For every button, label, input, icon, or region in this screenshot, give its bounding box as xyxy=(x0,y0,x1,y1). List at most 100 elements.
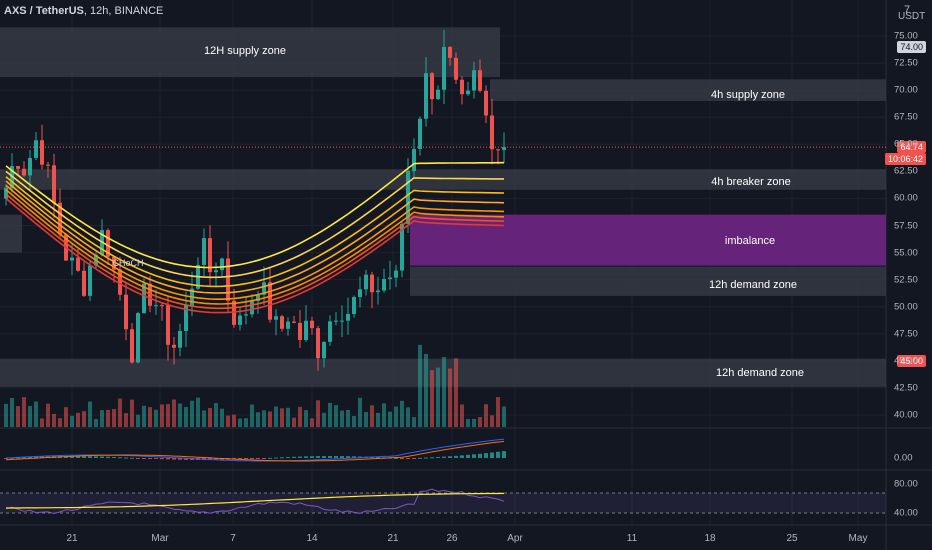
candle-body xyxy=(70,257,74,261)
candle-body xyxy=(322,341,326,359)
candle-body xyxy=(412,148,416,172)
ema-ribbon-line xyxy=(5,176,505,288)
macd-bar xyxy=(250,458,254,459)
candle-body xyxy=(88,265,92,296)
date-tick-label: Mar xyxy=(151,533,169,544)
macd-bar xyxy=(376,457,380,459)
candle-body xyxy=(76,257,80,271)
ema-ribbon-line xyxy=(5,197,505,314)
candle-body xyxy=(124,294,128,330)
date-tick-label: 7 xyxy=(230,533,236,544)
ema-ribbon-line xyxy=(5,184,505,300)
candle-body xyxy=(394,270,398,278)
candle-body xyxy=(364,274,368,290)
volume-bar xyxy=(130,399,134,427)
candle-body xyxy=(454,57,458,80)
candle-body xyxy=(52,165,56,203)
candle-body xyxy=(250,301,254,315)
candle-body xyxy=(184,305,188,331)
volume-bar xyxy=(52,413,56,427)
candle-body xyxy=(328,321,332,342)
zone-label-4h-supply: 4h supply zone xyxy=(711,89,785,101)
zone-supply xyxy=(0,27,500,78)
choch-annotation: CHoCH xyxy=(112,258,144,268)
volume-bar xyxy=(136,414,140,427)
symbol-name: AXS / TetherUS xyxy=(4,5,84,17)
volume-bar xyxy=(442,356,446,427)
macd-line xyxy=(5,438,505,462)
date-tick-label: 18 xyxy=(704,533,716,544)
candle-body xyxy=(376,290,380,293)
volume-bar xyxy=(412,417,416,427)
volume-bar xyxy=(490,415,494,427)
interval-label: 12h xyxy=(90,5,109,17)
macd-bar xyxy=(346,456,350,458)
price-tick-label: 47.50 xyxy=(894,328,918,340)
candle-body xyxy=(484,90,488,116)
macd-bar xyxy=(460,455,464,458)
date-tick-label: 11 xyxy=(626,533,638,544)
volume-bar xyxy=(262,410,266,427)
volume-bar xyxy=(364,411,368,427)
macd-bar xyxy=(238,458,242,460)
volume-bar xyxy=(298,406,302,427)
candle-body xyxy=(46,164,50,166)
volume-bar xyxy=(154,409,158,427)
macd-bar xyxy=(406,458,410,459)
volume-bar xyxy=(220,408,224,427)
volume-bar xyxy=(304,410,308,427)
indicator-tick-label: 40.00 xyxy=(894,507,918,519)
date-tick-label: 14 xyxy=(306,533,318,544)
macd-bar xyxy=(154,458,158,459)
volume-bar xyxy=(436,367,440,427)
macd-bar xyxy=(322,456,326,458)
volume-bar xyxy=(328,402,332,427)
price-tick-label: 40.00 xyxy=(894,409,918,421)
macd-bar xyxy=(22,457,26,459)
macd-bar xyxy=(256,458,260,459)
candle-body xyxy=(490,115,494,150)
macd-bar xyxy=(112,456,116,458)
volume-bar xyxy=(142,405,146,427)
macd-signal-line xyxy=(5,440,505,462)
candle-body xyxy=(244,314,248,316)
macd-bar xyxy=(160,458,164,460)
volume-bar xyxy=(10,397,14,427)
candle-body xyxy=(430,73,434,100)
candle-body xyxy=(400,223,404,271)
last-price-tag: 64.74 xyxy=(897,141,926,153)
candle-body xyxy=(202,238,206,265)
menu-icon[interactable]: 7 xyxy=(904,4,911,16)
macd-bar xyxy=(28,456,32,458)
candle-body xyxy=(286,321,290,329)
macd-bar xyxy=(400,458,404,459)
volume-bar xyxy=(34,401,38,427)
macd-bar xyxy=(208,458,212,460)
zone-supply xyxy=(490,79,886,101)
volume-bar xyxy=(250,404,254,427)
symbol-header[interactable]: AXS / TetherUS, 12h, BINANCE xyxy=(4,5,164,17)
macd-bar xyxy=(130,457,134,459)
volume-bar xyxy=(208,407,212,427)
zone-label-imbalance: imbalance xyxy=(724,235,776,247)
macd-bar xyxy=(328,456,332,458)
ema-ribbon-line xyxy=(5,189,505,305)
macd-bar xyxy=(352,456,356,458)
candle-body xyxy=(238,315,242,325)
level-tag: 45.00 xyxy=(897,355,926,367)
candle-body xyxy=(166,305,170,345)
volume-bar xyxy=(118,398,122,427)
volume-bar xyxy=(274,406,278,427)
zone-left-box xyxy=(0,214,22,253)
macd-bar xyxy=(82,456,86,458)
volume-bar xyxy=(346,409,350,427)
candle-body xyxy=(472,70,476,91)
rsi-band xyxy=(0,493,886,513)
volume-bar xyxy=(460,404,464,427)
macd-bar xyxy=(310,456,314,458)
candle-body xyxy=(316,328,320,359)
macd-bar xyxy=(490,452,494,458)
volume-bar xyxy=(256,412,260,427)
volume-bar xyxy=(184,407,188,427)
